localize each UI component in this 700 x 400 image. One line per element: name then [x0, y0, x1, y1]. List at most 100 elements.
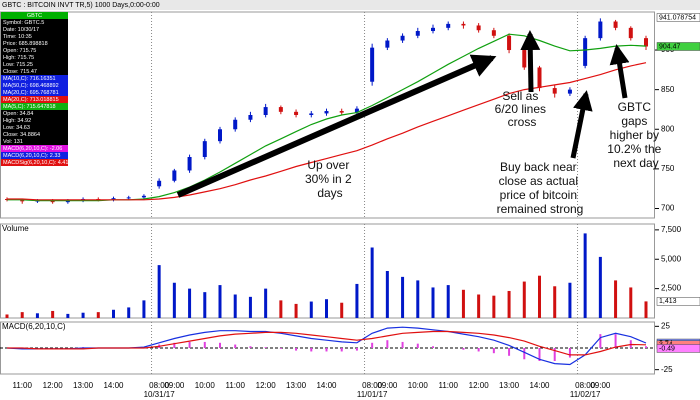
histogram-bar [325, 348, 328, 352]
volume-bar [538, 275, 541, 318]
header-bar [0, 0, 700, 10]
candle-body [415, 31, 420, 36]
histogram-bar [645, 346, 647, 348]
info-row [1, 47, 68, 54]
candle-body [491, 30, 496, 36]
volume-bar [51, 310, 55, 318]
candle-body [583, 38, 588, 66]
x-tick-label: 14:00 [103, 381, 124, 390]
histogram-bar [538, 348, 541, 361]
y-tick-label: 7,500 [661, 225, 682, 234]
info-row [1, 117, 68, 124]
candle-body [65, 200, 70, 203]
x-tick-label: 14:00 [529, 381, 550, 390]
info-text: MA(20,C): 713.018815 [3, 97, 59, 103]
x-tick-label: 13:00 [499, 381, 520, 390]
info-text: Low: 34.63 [3, 125, 30, 131]
candle-body [431, 27, 435, 32]
x-tick-label: 08:00 [149, 381, 170, 390]
histogram-bar [279, 348, 282, 349]
histogram-bar [508, 348, 511, 356]
candle-body [218, 129, 222, 142]
info-text: Open: 34.84 [3, 111, 33, 117]
arrow [609, 44, 630, 99]
candle-body [157, 180, 162, 187]
histogram-bar [340, 348, 343, 352]
info-text: Low: 715.25 [3, 62, 33, 68]
candle-body [598, 21, 603, 39]
y-tick-label: 5,000 [661, 254, 682, 263]
x-tick-label: 12:00 [469, 381, 490, 390]
x-tick-label: 13:00 [286, 381, 307, 390]
info-row [1, 33, 68, 40]
volume-bar [598, 256, 602, 318]
candle-body [172, 170, 177, 181]
volume-bar [416, 280, 420, 318]
info-row [1, 138, 68, 145]
info-text: MA(50,C): 698.468892 [3, 83, 59, 89]
annotation: Sell as 6/20 lines cross [495, 89, 550, 129]
price-marker-label: 904.47 [659, 43, 681, 50]
annotation: GBTC gaps higher by 10.2% the next day [607, 100, 664, 170]
price-marker [656, 42, 700, 51]
candle-body [339, 111, 344, 113]
volume-bar [172, 282, 176, 318]
plots: 700750800850900941.078754904.472,5005,00… [0, 11, 700, 399]
info-row [1, 68, 68, 75]
annotation: Buy back near close as actual price of b… [497, 160, 584, 216]
volume-bar [492, 295, 496, 318]
arrow [520, 30, 541, 93]
info-row [1, 89, 68, 96]
candle-body [233, 119, 238, 130]
info-text: MACDSig(6,20,10,C): 4.41 [3, 160, 68, 166]
info-row [1, 26, 68, 33]
histogram-bar [371, 342, 374, 348]
histogram-bar [219, 342, 221, 348]
x-tick-label: 13:00 [73, 381, 94, 390]
y-tick-label: 750 [661, 164, 675, 173]
candle-body [644, 38, 648, 47]
volume-bar [188, 288, 192, 318]
x-date-label: 11/01/17 [357, 390, 388, 399]
info-text: Close: 715.47 [3, 69, 37, 75]
info-text: MA(10,C): 716.16351 [3, 76, 56, 82]
candle-body [263, 107, 268, 115]
x-tick-label: 09:00 [164, 381, 185, 390]
volume-bar [401, 276, 405, 318]
header: GBTC : BITCOIN INVT TR,5) 1000 Days,0:00… [2, 2, 160, 9]
candle-body [370, 47, 375, 82]
info-row [1, 82, 68, 89]
candle-body [20, 199, 25, 202]
volume-bar [218, 285, 222, 318]
volume-bar [20, 312, 24, 318]
info-row [1, 54, 68, 61]
candle-body [111, 198, 116, 200]
candle-body [126, 197, 131, 199]
volume-bar [35, 313, 39, 318]
y-tick-label: 850 [661, 85, 675, 94]
histogram-bar [173, 342, 176, 348]
x-tick-label: 09:00 [377, 381, 398, 390]
volume-bar [66, 313, 70, 318]
x-tick-label: 08:00 [362, 381, 383, 390]
info-row [1, 19, 68, 26]
panel-title: Volume [2, 224, 29, 233]
y-tick-label: 25 [661, 321, 670, 330]
info-text: MACD(6,20,10,C): -2.06 [3, 146, 62, 152]
candle-body [202, 141, 207, 157]
candle-body [385, 40, 390, 48]
volume-bar [81, 312, 85, 318]
histogram-bar [553, 348, 556, 361]
histogram-bar [416, 343, 419, 348]
info-row [1, 131, 68, 138]
volume-bar [294, 303, 298, 318]
x-tick-label: 12:00 [256, 381, 277, 390]
volume-bar [522, 281, 526, 318]
info-text: Symbol: GBTC.5 [3, 20, 44, 26]
x-tick-label: 11:00 [12, 381, 32, 390]
volume-bar [112, 309, 115, 318]
volume-bar [553, 286, 557, 318]
info-row [1, 145, 68, 152]
x-tick-label: 09:00 [590, 381, 611, 390]
